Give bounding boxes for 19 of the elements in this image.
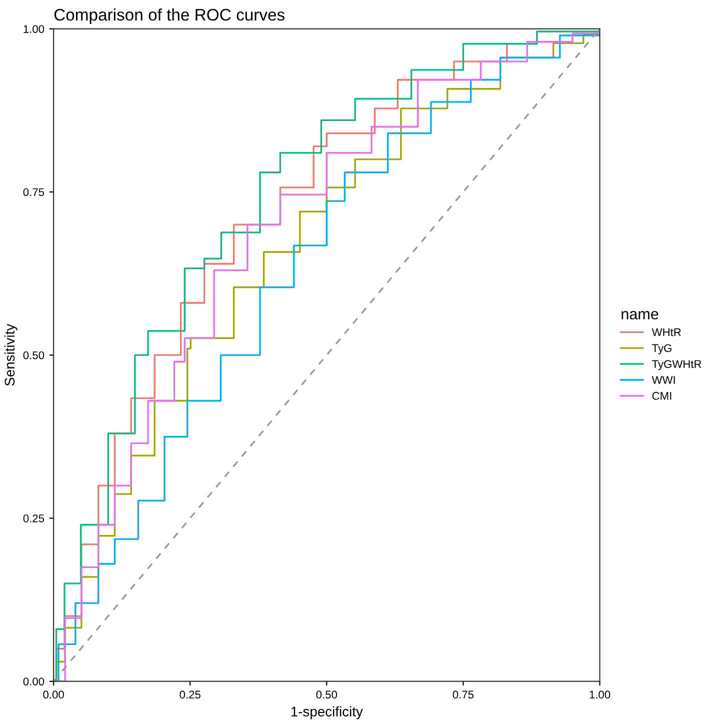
legend-label: WWI: [652, 376, 675, 384]
legend-label: TyGWHtR: [652, 360, 702, 370]
legend-label: WHtR: [652, 328, 681, 336]
legend-title: name: [622, 311, 658, 320]
x-tick-label: 0.50: [316, 690, 338, 699]
x-tick-label: 0.75: [452, 690, 474, 699]
x-tick-label: 0.25: [180, 690, 200, 699]
y-tick-label: 1.00: [24, 25, 44, 33]
y-axis-title: Sensitivity: [4, 324, 18, 386]
y-tick-label: 0.00: [23, 678, 44, 686]
legend-label: CMI: [652, 392, 672, 400]
y-tick-label: 0.50: [23, 351, 44, 360]
x-axis-title: 1-specificity: [291, 706, 363, 720]
x-tick-label: 0.00: [43, 690, 64, 699]
chart-title: Comparison of the ROC curves: [54, 8, 285, 24]
x-tick-label: 1.00: [590, 690, 610, 699]
legend-label: TyG: [652, 344, 672, 354]
y-tick-label: 0.25: [23, 514, 44, 522]
y-tick-label: 0.75: [23, 188, 44, 196]
